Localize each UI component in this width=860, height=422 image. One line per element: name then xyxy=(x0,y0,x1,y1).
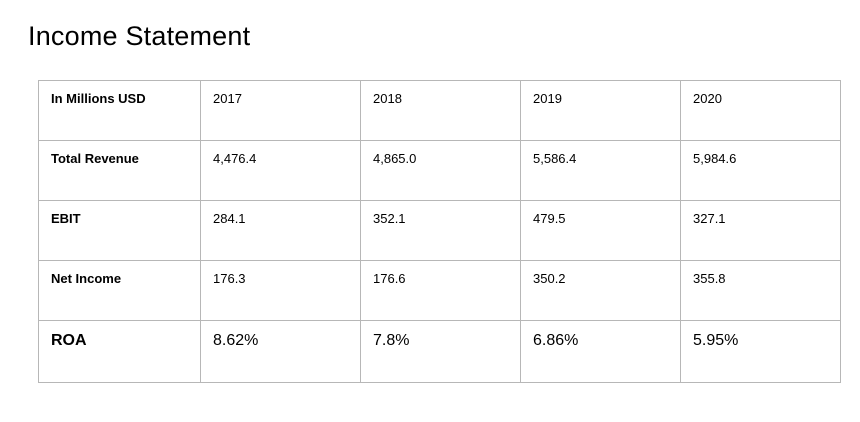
table-row-ebit: EBIT 284.1 352.1 479.5 327.1 xyxy=(38,200,841,261)
ebit-2017: 284.1 xyxy=(200,200,361,261)
table-row-roa: ROA 8.62% 7.8% 6.86% 5.95% xyxy=(38,320,841,383)
year-header-2018: 2018 xyxy=(360,80,521,141)
table-header-row: In Millions USD 2017 2018 2019 2020 xyxy=(38,80,841,141)
roa-2020: 5.95% xyxy=(680,320,841,383)
table-row-net-income: Net Income 176.3 176.6 350.2 355.8 xyxy=(38,260,841,321)
year-header-2017: 2017 xyxy=(200,80,361,141)
row-label-net-income: Net Income xyxy=(38,260,201,321)
ebit-2018: 352.1 xyxy=(360,200,521,261)
table-row-total-revenue: Total Revenue 4,476.4 4,865.0 5,586.4 5,… xyxy=(38,140,841,201)
row-label-roa: ROA xyxy=(38,320,201,383)
net-income-2018: 176.6 xyxy=(360,260,521,321)
income-statement-table: In Millions USD 2017 2018 2019 2020 Tota… xyxy=(38,80,841,383)
ebit-2019: 479.5 xyxy=(520,200,681,261)
total-revenue-2017: 4,476.4 xyxy=(200,140,361,201)
unit-label-cell: In Millions USD xyxy=(38,80,201,141)
row-label-total-revenue: Total Revenue xyxy=(38,140,201,201)
roa-2018: 7.8% xyxy=(360,320,521,383)
total-revenue-2019: 5,586.4 xyxy=(520,140,681,201)
ebit-2020: 327.1 xyxy=(680,200,841,261)
net-income-2019: 350.2 xyxy=(520,260,681,321)
page-title: Income Statement xyxy=(28,21,251,51)
roa-2019: 6.86% xyxy=(520,320,681,383)
total-revenue-2020: 5,984.6 xyxy=(680,140,841,201)
net-income-2017: 176.3 xyxy=(200,260,361,321)
total-revenue-2018: 4,865.0 xyxy=(360,140,521,201)
net-income-2020: 355.8 xyxy=(680,260,841,321)
row-label-ebit: EBIT xyxy=(38,200,201,261)
year-header-2020: 2020 xyxy=(680,80,841,141)
year-header-2019: 2019 xyxy=(520,80,681,141)
roa-2017: 8.62% xyxy=(200,320,361,383)
